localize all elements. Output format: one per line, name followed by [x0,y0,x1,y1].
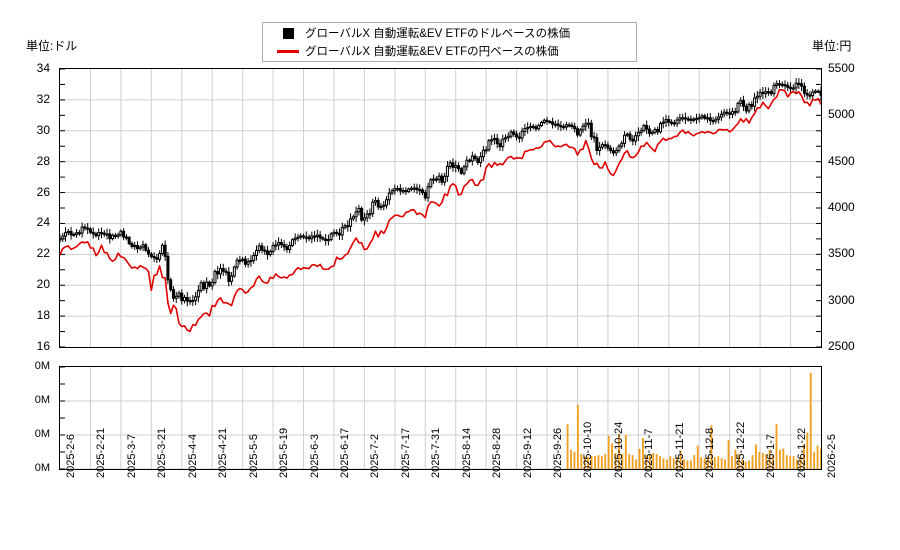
x-axis-tick-label: 2025-9-26 [552,427,565,478]
x-axis-tick-label: 2025-6-17 [338,427,351,478]
legend-square-icon [271,27,305,39]
chart-legend: グローバルX 自動運転&EV ETFのドルベースの株価 グローバルX 自動運転&… [262,22,637,62]
volume-axis-tick-label: 0M [34,462,50,474]
right-axis-tick-label: 5500 [828,61,855,75]
x-axis-tick-label: 2025-4-4 [186,433,199,478]
legend-line-icon [271,49,305,53]
legend-label-dollar: グローバルX 自動運転&EV ETFのドルベースの株価 [305,28,571,40]
x-axis-tick-label: 2025-7-17 [399,427,412,478]
legend-label-yen: グローバルX 自動運転&EV ETFの円ベースの株価 [305,46,559,58]
x-axis-tick-label: 2025-11-21 [673,422,686,478]
x-axis-tick-label: 2025-2-6 [65,433,77,478]
x-axis-tick-label: 2025-12-22 [734,421,747,478]
right-axis-tick-label: 4500 [828,153,855,168]
x-axis-tick-label: 2025-3-7 [125,433,138,478]
left-axis-tick-label: 22 [36,246,50,261]
right-axis-tick-label: 5000 [828,107,855,122]
right-axis-tick-label: 4000 [828,200,855,214]
left-axis-tick-label: 24 [36,215,50,230]
x-axis-tick-label: 2025-7-31 [430,427,443,478]
price-chart-plot-area [59,68,822,348]
left-axis-tick-label: 20 [36,277,50,292]
x-axis-tick-label: 2025-8-28 [491,427,504,478]
volume-axis-tick-label: 0M [34,360,50,372]
right-axis-tick-label: 2500 [828,339,855,353]
left-axis-tick-label: 28 [36,153,50,168]
legend-item-dollar: グローバルX 自動運転&EV ETFのドルベースの株価 [271,24,636,42]
left-axis-tick-label: 32 [36,91,50,106]
volume-axis-tick-label: 0M [34,428,50,440]
left-axis-tick-label: 34 [36,61,50,75]
x-axis-tick-label: 2025-6-3 [308,433,321,478]
right-axis-unit-label: 単位:円 [812,39,852,53]
volume-chart-svg [60,367,821,469]
volume-chart-plot-area [59,366,822,470]
x-axis-tick-label: 2025-2-21 [95,427,108,478]
x-axis-tick-label: 2025-12-8 [704,427,717,478]
x-axis-tick-label: 2025-5-19 [278,427,291,478]
volume-axis-tick-label: 0M [34,394,50,406]
x-axis-tick-label: 2025-5-5 [247,433,260,478]
x-axis-tick-label: 2025-10-10 [582,421,595,478]
right-axis-tick-label: 3000 [828,292,855,307]
x-axis-tick-label: 2026-1-22 [795,427,808,478]
x-axis-tick-label: 2025-11-7 [643,428,656,478]
x-axis-tick-label: 2025-9-12 [521,427,534,478]
right-axis-tick-label: 3500 [828,246,855,261]
x-axis-tick-label: 2026-2-5 [826,433,838,478]
left-axis-tick-label: 16 [36,339,50,353]
x-axis-tick-label: 2025-8-14 [460,427,473,478]
x-axis-tick-label: 2025-4-21 [217,427,230,478]
price-chart-svg [60,69,821,347]
x-axis-tick-label: 2025-10-24 [612,421,625,478]
x-axis-tick-label: 2025-7-2 [369,433,382,478]
left-axis-tick-label: 30 [36,122,50,137]
left-axis-tick-label: 26 [36,184,50,199]
x-axis-tick-label: 2026-1-7 [765,433,778,478]
legend-item-yen: グローバルX 自動運転&EV ETFの円ベースの株価 [271,42,636,60]
left-axis-unit-label: 単位:ドル [26,39,78,53]
left-axis-tick-label: 18 [36,308,50,323]
x-axis-tick-label: 2025-3-21 [156,427,169,478]
